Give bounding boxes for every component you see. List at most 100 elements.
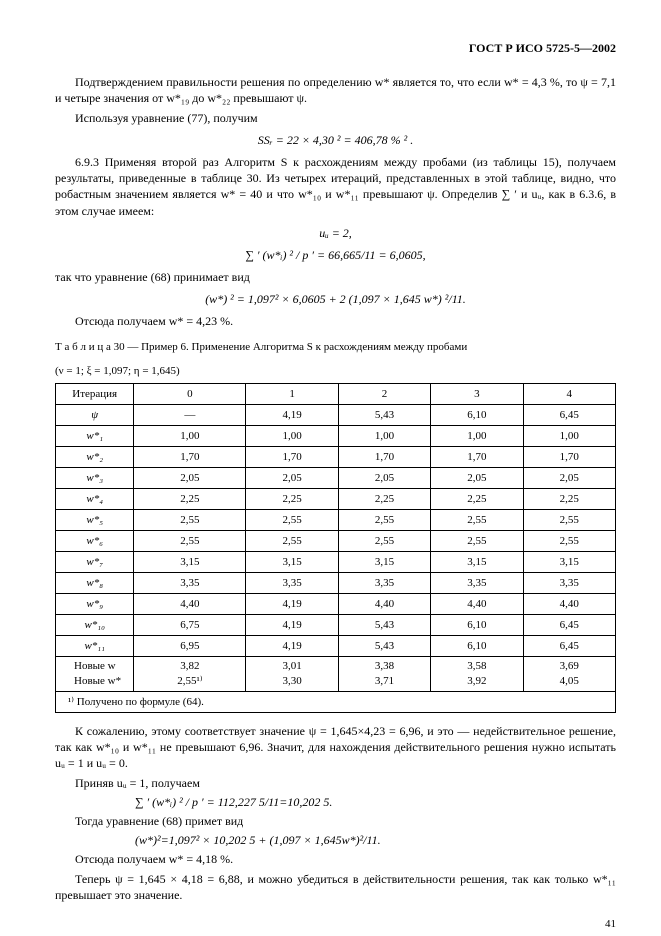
- row-header: w*₁₁: [56, 636, 134, 657]
- table-row: w*₇3,153,153,153,153,15: [56, 552, 616, 573]
- cell: 5,43: [338, 405, 430, 426]
- equation: SSᵣ = 22 × 4,30 ² = 406,78 % ² .: [55, 132, 616, 148]
- cell: 1,70: [523, 447, 615, 468]
- cell: 6,10: [431, 405, 523, 426]
- cell: 1,00: [431, 426, 523, 447]
- table-row: w*₆2,552,552,552,552,55: [56, 531, 616, 552]
- cell: 2,25: [246, 489, 338, 510]
- cell: 6,45: [523, 405, 615, 426]
- row-header: w*₄: [56, 489, 134, 510]
- cell: 6,10: [431, 615, 523, 636]
- table-row: w*₃2,052,052,052,052,05: [56, 468, 616, 489]
- cell: 1,70: [431, 447, 523, 468]
- row-header: Новые wНовые w*: [56, 657, 134, 692]
- table-row: ψ—4,195,436,106,45: [56, 405, 616, 426]
- cell: 6,45: [523, 615, 615, 636]
- cell: 4,19: [246, 594, 338, 615]
- table-caption: (ν = 1; ξ = 1,097; η = 1,645): [55, 364, 616, 379]
- cell: 2,55: [523, 510, 615, 531]
- paragraph: К сожалению, этому соответствует значени…: [55, 723, 616, 772]
- row-header: w*₆: [56, 531, 134, 552]
- cell: 2,55: [431, 531, 523, 552]
- cell: 3,694,05: [523, 657, 615, 692]
- table-caption: Т а б л и ц а 30 — Пример 6. Применение …: [55, 340, 616, 355]
- row-header: ψ: [56, 405, 134, 426]
- table-row: w*₁1,001,001,001,001,00: [56, 426, 616, 447]
- cell: 2,05: [431, 468, 523, 489]
- row-header: w*₁₀: [56, 615, 134, 636]
- cell: 2,25: [431, 489, 523, 510]
- cell: 2,55: [338, 531, 430, 552]
- col-header: 4: [523, 384, 615, 405]
- table-header-row: Итерация 0 1 2 3 4: [56, 384, 616, 405]
- cell: 3,822,55¹⁾: [134, 657, 246, 692]
- col-header: 1: [246, 384, 338, 405]
- cell: 1,70: [134, 447, 246, 468]
- paragraph: 6.9.3 Применяя второй раз Алгоритм S к р…: [55, 154, 616, 219]
- row-header: w*₅: [56, 510, 134, 531]
- paragraph: Отсюда получаем w* = 4,18 %.: [55, 851, 616, 867]
- table-row: w*₁₁6,954,195,436,106,45: [56, 636, 616, 657]
- row-header: w*₈: [56, 573, 134, 594]
- cell: 3,35: [431, 573, 523, 594]
- cell: 5,43: [338, 636, 430, 657]
- cell: 3,35: [246, 573, 338, 594]
- row-header: w*₂: [56, 447, 134, 468]
- table-row: w*₅2,552,552,552,552,55: [56, 510, 616, 531]
- cell: 2,55: [338, 510, 430, 531]
- paragraph: Отсюда получаем w* = 4,23 %.: [55, 313, 616, 329]
- cell: 3,35: [338, 573, 430, 594]
- row-header: w*₉: [56, 594, 134, 615]
- cell: 3,583,92: [431, 657, 523, 692]
- cell: 2,55: [134, 510, 246, 531]
- cell: 2,55: [523, 531, 615, 552]
- cell: 4,19: [246, 636, 338, 657]
- cell: 2,55: [134, 531, 246, 552]
- cell: 2,55: [246, 510, 338, 531]
- cell: 4,40: [431, 594, 523, 615]
- cell: 1,00: [338, 426, 430, 447]
- cell: 6,10: [431, 636, 523, 657]
- cell: 3,15: [134, 552, 246, 573]
- paragraph: Теперь ψ = 1,645 × 4,18 = 6,88, и можно …: [55, 871, 616, 903]
- cell: 3,15: [523, 552, 615, 573]
- cell: —: [134, 405, 246, 426]
- cell: 4,19: [246, 615, 338, 636]
- cell: 3,35: [134, 573, 246, 594]
- cell: 3,35: [523, 573, 615, 594]
- paragraph: Приняв uᵤ = 1, получаем: [55, 775, 616, 791]
- row-header: w*₁: [56, 426, 134, 447]
- equation: ∑ ′ (w*ᵢ) ² / p ′ = 112,227 5/11=10,202 …: [135, 794, 616, 810]
- cell: 3,15: [246, 552, 338, 573]
- table-footnote: ¹⁾ Получено по формуле (64).: [56, 692, 616, 713]
- paragraph: так что уравнение (68) принимает вид: [55, 269, 616, 285]
- paragraph: Используя уравнение (77), получим: [55, 110, 616, 126]
- cell: 2,05: [134, 468, 246, 489]
- cell: 1,00: [134, 426, 246, 447]
- cell: 2,55: [431, 510, 523, 531]
- document-header: ГОСТ Р ИСО 5725-5—2002: [55, 40, 616, 56]
- equation: uᵤ = 2,: [55, 225, 616, 241]
- cell: 4,40: [523, 594, 615, 615]
- col-header: 3: [431, 384, 523, 405]
- cell: 6,75: [134, 615, 246, 636]
- cell: 2,25: [523, 489, 615, 510]
- cell: 1,00: [523, 426, 615, 447]
- cell: 4,40: [338, 594, 430, 615]
- table-row: Новые wНовые w*3,822,55¹⁾3,013,303,383,7…: [56, 657, 616, 692]
- cell: 2,05: [338, 468, 430, 489]
- cell: 1,70: [338, 447, 430, 468]
- cell: 3,013,30: [246, 657, 338, 692]
- row-header: w*₇: [56, 552, 134, 573]
- equation: ∑ ′ (w*ᵢ) ² / p ′ = 66,665/11 = 6,0605,: [55, 247, 616, 263]
- cell: 4,19: [246, 405, 338, 426]
- col-header: 0: [134, 384, 246, 405]
- cell: 1,70: [246, 447, 338, 468]
- table-row: w*₂1,701,701,701,701,70: [56, 447, 616, 468]
- equation: (w*)²=1,097² × 10,202 5 + (1,097 × 1,645…: [135, 832, 616, 848]
- paragraph: Подтверждением правильности решения по о…: [55, 74, 616, 106]
- row-header: w*₃: [56, 468, 134, 489]
- table-row: w*₈3,353,353,353,353,35: [56, 573, 616, 594]
- table-row: w*₉4,404,194,404,404,40: [56, 594, 616, 615]
- cell: 2,05: [246, 468, 338, 489]
